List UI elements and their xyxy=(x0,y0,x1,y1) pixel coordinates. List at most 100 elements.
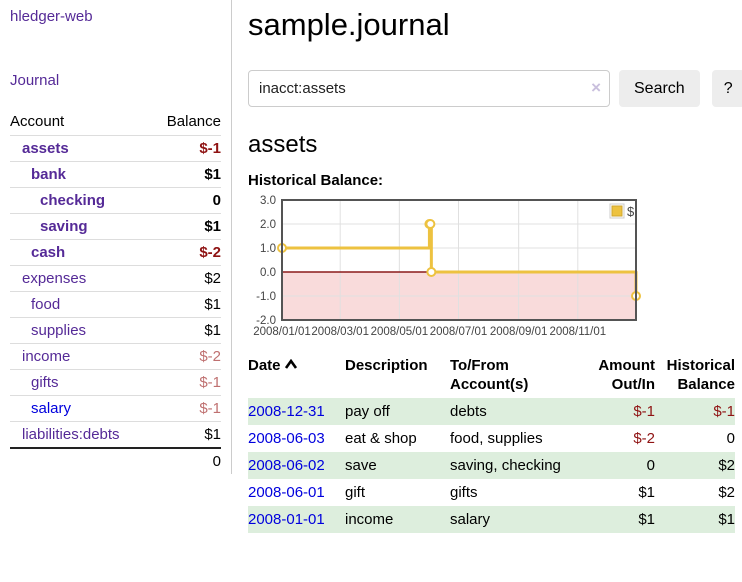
account-heading: assets xyxy=(248,131,318,158)
accounts-total-row: 0 xyxy=(10,447,221,474)
sidebar: hledger-web Journal Account Balance asse… xyxy=(0,0,232,474)
account-row: food $1 xyxy=(10,291,221,318)
accounts-table: Account Balance assets $-1 bank $1 checking 0… xyxy=(10,110,221,474)
transaction-amount: 0 xyxy=(646,457,655,474)
account-row: bank $1 xyxy=(10,161,221,188)
help-button[interactable]: ? xyxy=(711,70,742,107)
transaction-accounts: salary xyxy=(450,511,491,528)
account-link[interactable]: checking xyxy=(40,192,106,209)
account-balance: $1 xyxy=(151,317,221,344)
account-balance: $-2 xyxy=(151,343,221,370)
transaction-description: income xyxy=(345,511,394,528)
account-row: salary $-1 xyxy=(10,395,221,422)
accounts-header-balance: Balance xyxy=(166,113,221,130)
svg-text:-1.0: -1.0 xyxy=(256,291,276,303)
register-header-balance: Historical Balance xyxy=(666,357,735,393)
svg-text:2008/09/01: 2008/09/01 xyxy=(490,326,548,338)
register-header-description: Description xyxy=(345,357,428,374)
account-link[interactable]: saving xyxy=(40,218,88,235)
account-balance: $2 xyxy=(151,265,221,292)
account-row: expenses $2 xyxy=(10,265,221,292)
transaction-accounts: saving, checking xyxy=(450,457,561,474)
register-header-accounts: To/From Account(s) xyxy=(450,357,529,393)
account-balance: $-1 xyxy=(151,369,221,396)
transaction-description: gift xyxy=(345,484,366,501)
transaction-accounts: debts xyxy=(450,403,487,420)
svg-text:2008/11/01: 2008/11/01 xyxy=(549,326,606,338)
account-link[interactable]: income xyxy=(22,348,71,365)
nav-journal-link[interactable]: Journal xyxy=(10,72,60,89)
transaction-date-link[interactable]: 2008-06-01 xyxy=(248,484,325,501)
account-link[interactable]: salary xyxy=(31,400,72,417)
account-link[interactable]: assets xyxy=(22,140,69,157)
transaction-description: eat & shop xyxy=(345,430,417,447)
account-link[interactable]: supplies xyxy=(31,322,87,339)
account-balance: $1 xyxy=(151,213,221,240)
account-row: gifts $-1 xyxy=(10,369,221,396)
transaction-row: 2008-01-01 income salary $1 $1 xyxy=(248,506,735,533)
account-row: checking 0 xyxy=(10,187,221,214)
account-link[interactable]: cash xyxy=(31,244,66,261)
account-row: income $-2 xyxy=(10,343,221,370)
transaction-accounts: food, supplies xyxy=(450,430,543,447)
account-row: cash $-2 xyxy=(10,239,221,266)
account-balance: $1 xyxy=(151,291,221,318)
page-title: sample.journal xyxy=(248,7,450,42)
transaction-amount: $-2 xyxy=(633,430,655,447)
account-row: assets $-1 xyxy=(10,135,221,162)
transaction-description: pay off xyxy=(345,403,390,420)
register-header-row: Date Description To/From Account(s) Amou… xyxy=(248,354,735,398)
svg-text:2008/03/01: 2008/03/01 xyxy=(311,326,369,338)
svg-text:-2.0: -2.0 xyxy=(256,315,276,327)
transaction-row: 2008-12-31 pay off debts $-1 $-1 xyxy=(248,398,735,425)
clear-search-icon[interactable]: × xyxy=(591,78,601,97)
app: hledger-web Journal Account Balance asse… xyxy=(0,0,742,533)
transaction-balance: 0 xyxy=(726,430,735,447)
transaction-date-link[interactable]: 2008-12-31 xyxy=(248,403,325,420)
transaction-balance: $1 xyxy=(718,511,735,528)
register-table: Date Description To/From Account(s) Amou… xyxy=(248,354,735,533)
account-row: supplies $1 xyxy=(10,317,221,344)
svg-text:2008/07/01: 2008/07/01 xyxy=(430,326,488,338)
account-link[interactable]: gifts xyxy=(31,374,59,391)
search-input-wrap: × xyxy=(248,70,610,107)
accounts-total-balance: 0 xyxy=(151,447,221,474)
transaction-date-link[interactable]: 2008-01-01 xyxy=(248,511,325,528)
transaction-description: save xyxy=(345,457,377,474)
account-balance: 0 xyxy=(151,187,221,214)
transaction-balance: $2 xyxy=(718,484,735,501)
svg-text:1.0: 1.0 xyxy=(260,243,276,255)
transaction-amount: $-1 xyxy=(633,403,655,420)
account-link[interactable]: food xyxy=(31,296,61,313)
account-link[interactable]: liabilities:debts xyxy=(22,426,120,443)
account-balance: $1 xyxy=(151,161,221,188)
svg-text:2.0: 2.0 xyxy=(260,219,276,231)
transaction-amount: $1 xyxy=(638,484,655,501)
main-content: sample.journal × Search ? assets Histori… xyxy=(232,0,742,533)
svg-text:3.0: 3.0 xyxy=(260,195,276,207)
account-balance: $-1 xyxy=(151,135,221,162)
register-header-amount: Amount Out/In xyxy=(598,357,655,393)
search-form: × Search ? xyxy=(248,70,742,107)
search-input[interactable] xyxy=(248,70,610,107)
chart-title: Historical Balance: xyxy=(248,172,384,189)
transaction-date-link[interactable]: 2008-06-02 xyxy=(248,457,325,474)
transaction-row: 2008-06-01 gift gifts $1 $2 xyxy=(248,479,735,506)
transaction-accounts: gifts xyxy=(450,484,478,501)
transaction-date-link[interactable]: 2008-06-03 xyxy=(248,430,325,447)
svg-text:2008/01/01: 2008/01/01 xyxy=(253,326,311,338)
account-balance: $-2 xyxy=(151,239,221,266)
transaction-balance: $-1 xyxy=(713,403,735,420)
account-link[interactable]: expenses xyxy=(22,270,87,287)
accounts-header-account: Account xyxy=(10,113,65,130)
register-header-date[interactable]: Date xyxy=(248,354,345,398)
search-button[interactable]: Search xyxy=(619,70,700,107)
account-row: saving $1 xyxy=(10,213,221,240)
historical-balance-chart: $3.0 2.0 1.0 0.0 -1.0 -2.0 2008/01/01 2008/03/0… xyxy=(248,194,742,344)
account-link[interactable]: bank xyxy=(31,166,67,183)
transaction-balance: $2 xyxy=(718,457,735,474)
brand-link[interactable]: hledger-web xyxy=(10,8,93,25)
account-balance: $1 xyxy=(151,421,221,448)
svg-text:0.0: 0.0 xyxy=(260,267,276,279)
